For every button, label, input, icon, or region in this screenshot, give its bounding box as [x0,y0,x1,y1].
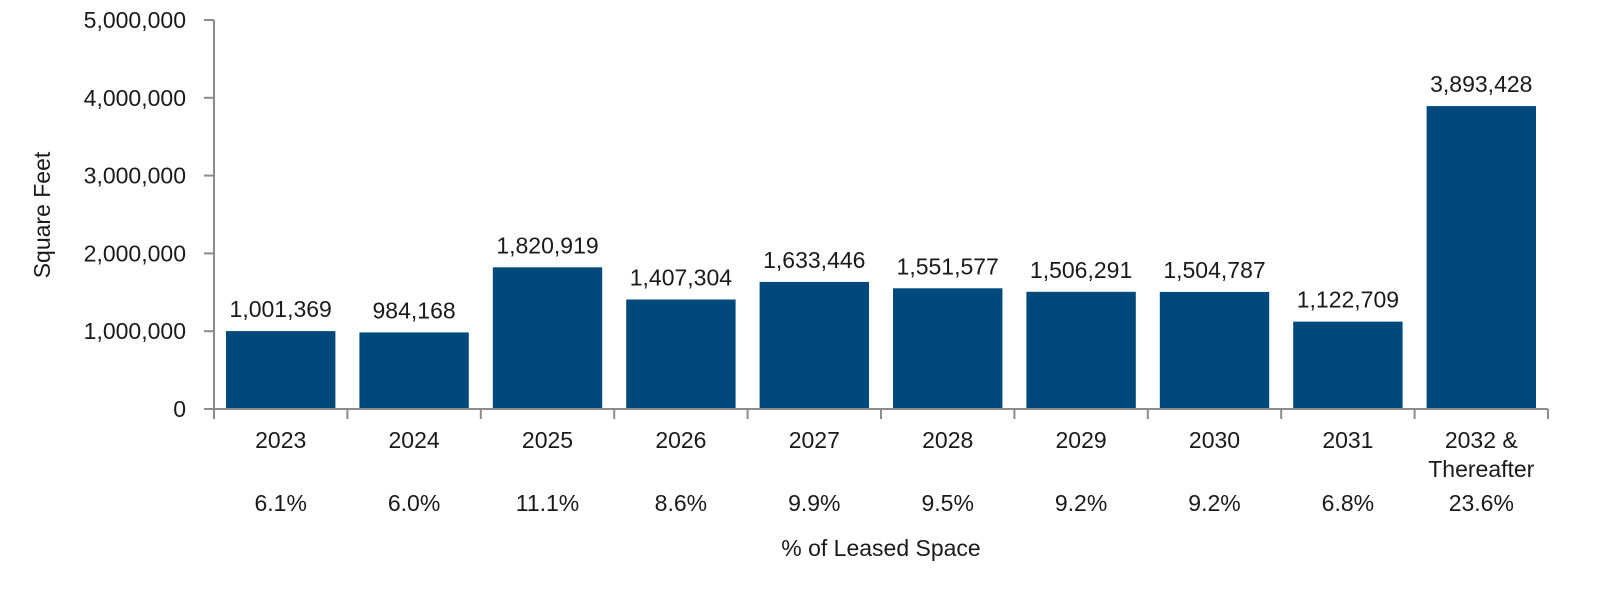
category-label: 2026 [655,427,706,453]
category-label: 2028 [922,427,973,453]
percent-label: 11.1% [516,490,580,516]
bars-group [226,106,1536,409]
y-tick-label: 2,000,000 [84,240,186,266]
x-axis-title: % of Leased Space [781,535,980,561]
y-tick-label: 5,000,000 [84,7,186,33]
value-label: 1,551,577 [897,253,999,279]
value-label: 3,893,428 [1430,71,1532,97]
value-label: 1,820,919 [496,232,598,258]
category-label: 2025 [522,427,573,453]
value-labels-group: 1,001,369 984,168 1,820,919 1,407,304 1,633,… [230,71,1533,323]
bar [492,267,603,409]
category-label: 2024 [389,427,440,453]
category-label: 2031 [1322,427,1373,453]
x-ticks-group [213,409,1549,419]
category-labels-group: 2023 2024 2025 2026 2027 2028 2029 2030 2031 2032… [255,427,1535,482]
bar [1159,291,1270,409]
value-label: 1,407,304 [630,265,733,291]
value-label: 1,001,369 [230,296,332,322]
value-label: 1,122,709 [1297,287,1399,313]
category-label: 2027 [789,427,840,453]
percent-label: 9.5% [921,490,973,516]
percent-label: 6.8% [1322,490,1374,516]
bar [893,288,1003,409]
bar [226,331,336,409]
y-tick-label: 4,000,000 [84,85,186,111]
percent-label: 23.6% [1449,490,1514,516]
bar [759,281,869,409]
bar [1293,321,1403,409]
percent-label: 9.2% [1188,490,1240,516]
y-tick-label: 1,000,000 [84,318,186,344]
percent-label: 8.6% [655,490,707,516]
value-label: 1,633,446 [763,247,865,273]
percent-label: 9.9% [788,490,840,516]
percent-labels-group: 6.1% 6.0% 11.1% 8.6% 9.9% 9.5% 9.2% 9.2% 6.8% 23.… [254,490,1513,516]
value-label: 1,504,787 [1163,257,1265,283]
y-axis-title: Square Feet [29,151,55,278]
y-tick-label: 0 [173,396,186,422]
category-label: 2030 [1189,427,1240,453]
value-label: 984,168 [373,297,456,323]
bar [626,299,736,409]
percent-label: 6.0% [388,490,440,516]
category-label: 2023 [255,427,306,453]
category-label: 2029 [1056,427,1107,453]
value-label: 1,506,291 [1030,257,1132,283]
bar [1426,106,1536,409]
percent-label: 9.2% [1055,490,1107,516]
bar [359,332,469,409]
percent-label: 6.1% [254,490,306,516]
y-ticks-group: 0 1,000,000 2,000,000 3,000,000 4,000,000 5,0… [84,7,214,422]
category-label: 2032 & Thereafter [1428,427,1534,482]
bar [1026,291,1136,409]
y-tick-label: 3,000,000 [84,163,186,189]
